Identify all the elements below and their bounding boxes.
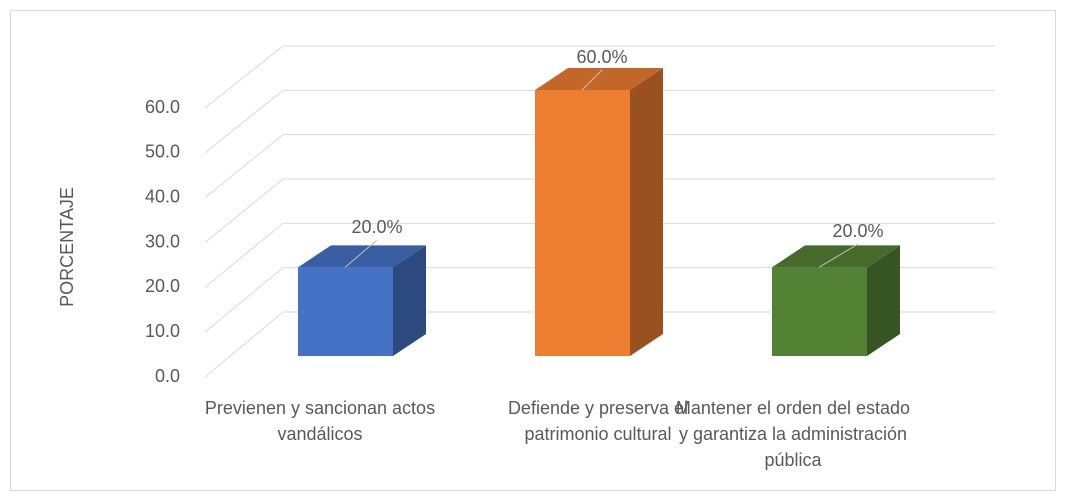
grid-line (204, 178, 284, 243)
bar-top (772, 245, 900, 268)
x-tick-label: Previenen y sancionan actos vandálicos (204, 398, 436, 444)
y-tick-label: 40.0 (145, 186, 180, 206)
y-tick-label: 50.0 (145, 142, 180, 162)
grid-line (204, 267, 284, 333)
y-axis-title: PORCENTAJE (57, 187, 77, 307)
grid-line (204, 89, 284, 154)
bar-top (298, 245, 426, 268)
leader-line (818, 243, 859, 268)
leader-line (344, 239, 378, 268)
x-tick-label: Defiende y preserva el patrimonio cultur… (507, 398, 689, 444)
bar (535, 90, 630, 356)
grid-line (204, 45, 284, 109)
data-label: 20.0% (832, 221, 883, 241)
y-tick-label: 0.0 (155, 366, 180, 386)
bar (298, 267, 393, 356)
x-tick-label: Mantener el orden del estado y garantiza… (675, 398, 911, 470)
grid-line (204, 222, 284, 288)
y-tick-label: 30.0 (145, 231, 180, 251)
bar-side (393, 245, 426, 356)
leader-line (581, 69, 603, 91)
y-tick-label: 20.0 (145, 276, 180, 296)
y-tick-label: 10.0 (145, 321, 180, 341)
bar-top (535, 68, 663, 90)
bar-side (630, 68, 663, 356)
bar (772, 267, 867, 356)
y-tick-label: 60.0 (145, 97, 180, 117)
data-label: 20.0% (351, 217, 402, 237)
data-label: 60.0% (576, 47, 627, 67)
grid-line (204, 134, 284, 199)
chart-border (10, 10, 1056, 491)
grid-line (204, 311, 284, 378)
bar-side (867, 245, 900, 356)
